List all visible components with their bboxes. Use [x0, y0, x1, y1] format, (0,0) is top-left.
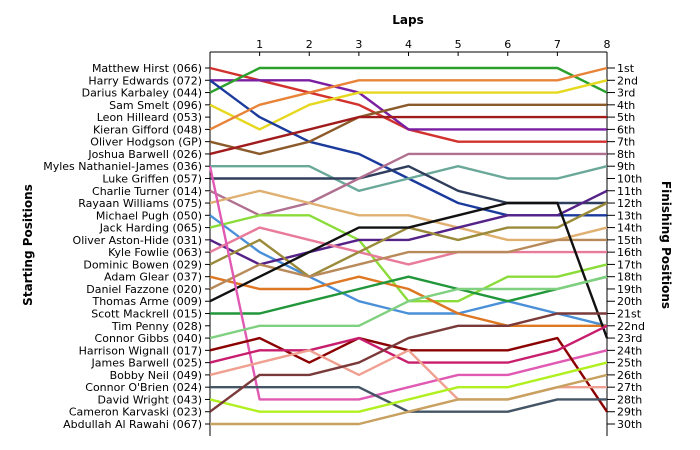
x-axis-title: Laps	[392, 13, 423, 27]
finishing-position-label: 17th	[617, 258, 642, 271]
series-line	[210, 79, 607, 131]
starting-position-label: Kyle Fowlie (063)	[108, 246, 202, 259]
label-group: 1 2 3 4 5 6 7 8 Matthew Hirst (066)Harry Edwards…	[43, 38, 645, 431]
finishing-position-label: 4th	[617, 99, 635, 112]
finishing-position-label: 19th	[617, 283, 642, 296]
finishing-position-label: 25th	[617, 357, 642, 370]
starting-position-label: Leon Hilleard (053)	[97, 111, 202, 124]
series-line	[209, 66, 608, 94]
starting-position-label: Abdullah Al Rawahi (067)	[63, 418, 202, 431]
series-line	[209, 79, 607, 217]
starting-position-label: Tim Penny (028)	[111, 320, 202, 333]
series-line	[209, 189, 608, 266]
series-line	[210, 373, 608, 426]
starting-position-label: Cameron Karvaski (023)	[69, 406, 202, 419]
series-line	[209, 66, 608, 131]
series-line	[209, 115, 607, 156]
lap-tick-label: 1	[256, 38, 263, 51]
finishing-position-label: 2nd	[617, 74, 638, 87]
finishing-position-label: 18th	[617, 271, 642, 284]
finishing-position-label: 20th	[617, 295, 642, 308]
starting-position-label: Bobby Neil (049)	[110, 369, 202, 382]
starting-position-label: Oliver Aston-Hide (031)	[73, 234, 202, 247]
starting-position-label: Darius Karbaley (044)	[82, 87, 202, 100]
finishing-position-label: 5th	[617, 111, 635, 124]
starting-position-label: Rayaan Williams (075)	[78, 197, 202, 210]
finishing-position-label: 9th	[617, 160, 635, 173]
lap-tick-label: 2	[306, 38, 313, 51]
finishing-position-label: 23rd	[617, 332, 642, 345]
series-line	[209, 226, 607, 266]
starting-position-label: Harrison Wignall (017)	[79, 344, 202, 357]
starting-position-label: Daniel Fazzone (020)	[86, 283, 202, 296]
series-line	[210, 275, 608, 315]
starting-position-label: Charlie Turner (014)	[92, 185, 202, 198]
lap-tick-label: 7	[554, 38, 561, 51]
starting-position-label: Michael Pugh (050)	[96, 209, 202, 222]
finishing-position-label: 10th	[617, 172, 642, 185]
finishing-position-label: 26th	[617, 369, 642, 382]
lap-tick-label: 3	[355, 38, 362, 51]
series-line	[209, 189, 608, 242]
finishing-position-label: 27th	[617, 381, 642, 394]
finishing-position-label: 14th	[617, 222, 642, 235]
finishing-position-label: 8th	[617, 148, 635, 161]
series-line	[209, 275, 608, 340]
series-line	[209, 79, 608, 131]
finishing-position-label: 13th	[617, 209, 642, 222]
finishing-position-label: 7th	[617, 136, 635, 149]
series-line	[209, 103, 607, 156]
finishing-position-label: 29th	[617, 406, 642, 419]
series-line	[210, 164, 607, 205]
starting-position-label: Kieran Gifford (048)	[93, 123, 202, 136]
series-line	[208, 165, 608, 401]
lap-tick-label: 8	[604, 38, 611, 51]
starting-position-label: Sam Smelt (096)	[109, 99, 202, 112]
lap-tick-label: 6	[504, 38, 511, 51]
finishing-position-label: 28th	[617, 393, 642, 406]
series-group	[208, 66, 609, 426]
starting-position-label: Harry Edwards (072)	[88, 74, 202, 87]
starting-position-label: Thomas Arme (009)	[91, 295, 202, 308]
lap-tick-label: 5	[455, 38, 462, 51]
starting-position-label: Connor O'Brien (024)	[85, 381, 202, 394]
y-axis-title-right: Finishing Positions	[659, 181, 673, 309]
series-line	[210, 164, 608, 193]
finishing-position-label: 12th	[617, 197, 642, 210]
finishing-position-label: 15th	[617, 234, 642, 247]
series-line	[209, 361, 608, 413]
starting-position-label: Adam Glear (037)	[104, 271, 202, 284]
finishing-position-label: 11th	[617, 185, 642, 198]
starting-position-label: Oliver Hodgson (GP)	[90, 136, 202, 149]
series-line	[209, 152, 607, 217]
finishing-position-label: 6th	[617, 123, 635, 136]
finishing-position-label: 22nd	[617, 320, 645, 333]
starting-position-label: Dominic Bowen (029)	[83, 258, 202, 271]
starting-position-label: Luke Griffen (057)	[102, 172, 202, 185]
series-line	[209, 201, 609, 339]
series-line	[209, 312, 607, 413]
lap-tick-label: 4	[405, 38, 412, 51]
finishing-position-label: 21st	[617, 308, 642, 321]
starting-position-label: David Wright (043)	[97, 393, 202, 406]
finishing-position-label: 3rd	[617, 87, 635, 100]
starting-position-label: Joshua Barwell (026)	[87, 148, 202, 161]
starting-position-label: Connor Gibbs (040)	[95, 332, 202, 345]
series-line	[209, 324, 608, 364]
y-axis-title-left: Starting Positions	[21, 184, 35, 306]
finishing-position-label: 1st	[617, 62, 635, 75]
starting-position-label: Matthew Hirst (066)	[92, 62, 202, 75]
series-line	[209, 275, 607, 327]
starting-position-label: Jack Harding (065)	[99, 222, 202, 235]
starting-position-label: Scott Mackrell (015)	[91, 308, 202, 321]
finishing-position-label: 30th	[617, 418, 642, 431]
finishing-position-label: 16th	[617, 246, 642, 259]
starting-position-label: Myles Nathaniel-James (036)	[43, 160, 202, 173]
finishing-position-label: 24th	[617, 344, 642, 357]
starting-position-label: James Barwell (025)	[91, 357, 202, 370]
